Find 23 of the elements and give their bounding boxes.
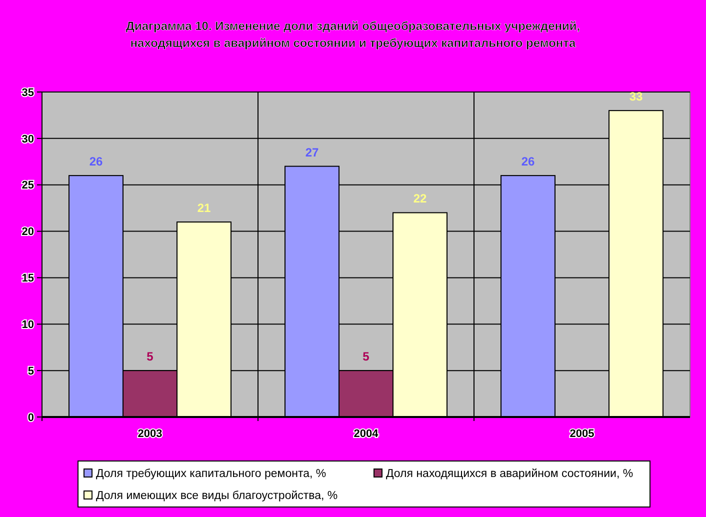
data-label: 27	[305, 145, 319, 160]
x-tick-label: 2004	[354, 428, 380, 440]
data-label: 5	[146, 350, 154, 364]
legend-label: Доля имеющих все виды благоустройства, %	[96, 490, 338, 502]
chart-title: Диаграмма 10. Изменение доли зданий общеобразовательных учреждений, находящихся в аварийном состоянии и требующих капитального ремонта	[126, 19, 580, 50]
data-label: 26	[89, 154, 103, 169]
data-label: 33	[629, 90, 643, 104]
data-label: 21	[197, 201, 211, 215]
y-tick-label: 10	[22, 318, 34, 331]
legend-label: Доля требующих капитального ремонта, %	[96, 468, 326, 480]
y-tick-label: 25	[22, 180, 34, 192]
y-tick-label: 35	[22, 86, 34, 99]
x-tick-label: 2003	[138, 428, 162, 440]
y-tick-label: 15	[22, 272, 34, 285]
legend-label: Доля находящихся в аварийном состоянии, %	[386, 468, 634, 480]
y-tick-label: 5	[28, 365, 34, 378]
y-tick-label: 0	[28, 412, 34, 424]
data-label: 26	[521, 154, 535, 169]
data-label: 22	[413, 192, 427, 206]
data-label: 5	[362, 350, 370, 364]
y-tick-label: 30	[22, 133, 34, 146]
y-tick-label: 20	[22, 226, 34, 238]
x-tick-label: 2005	[570, 428, 594, 440]
